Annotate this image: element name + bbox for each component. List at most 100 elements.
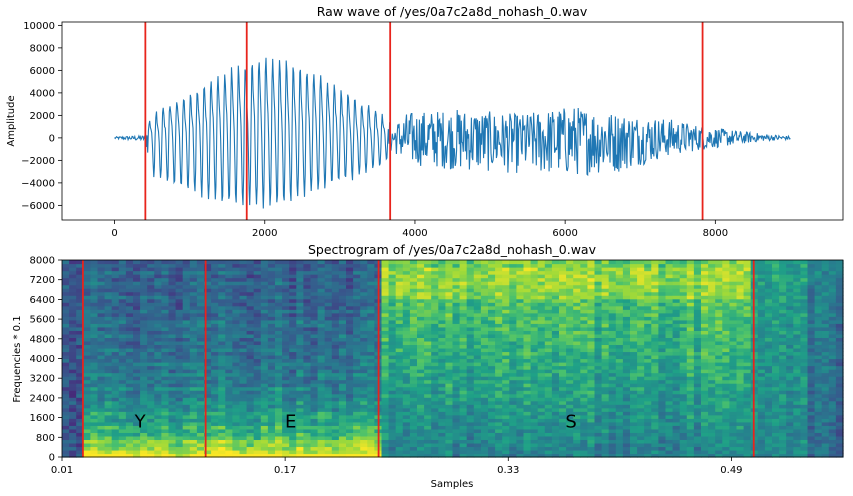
- spectrogram-cell: [289, 344, 297, 349]
- spectrogram-cell: [303, 393, 312, 398]
- spectrogram-cell: [90, 435, 99, 441]
- spectrogram-cell: [409, 298, 418, 303]
- spectrogram-cell: [76, 337, 84, 342]
- spectrogram-cell: [573, 369, 581, 374]
- spectrogram-cell: [672, 435, 681, 441]
- spectrogram-cell: [282, 425, 290, 430]
- spectrogram-cell: [253, 400, 262, 405]
- spectrogram-cell: [353, 347, 361, 353]
- spectrogram-cell: [388, 379, 397, 384]
- spectrogram-cell: [204, 330, 212, 335]
- spectrogram-cell: [587, 270, 596, 275]
- spectrogram-cell: [147, 400, 155, 405]
- spectrogram-cell: [608, 340, 617, 346]
- spectrogram-cell: [140, 340, 148, 346]
- spectrogram-cell: [509, 277, 517, 282]
- spectrogram-cell: [417, 260, 425, 265]
- spectrogram-cell: [83, 270, 91, 275]
- spectrogram-cell: [495, 397, 503, 402]
- spectrogram-cell: [580, 428, 588, 433]
- spectrogram-cell: [260, 270, 269, 275]
- spectrogram-cell: [310, 442, 319, 448]
- spectrogram-cell: [594, 393, 603, 398]
- spectrogram-cell: [232, 453, 241, 458]
- spectrogram-cell: [551, 288, 560, 293]
- spectrogram-cell: [480, 362, 489, 367]
- spectrogram-cell: [473, 305, 482, 310]
- spectrogram-cell: [154, 397, 162, 402]
- spectrogram-cell: [580, 421, 588, 426]
- spectrogram-cell: [324, 284, 333, 289]
- spectrogram-cell: [544, 390, 553, 395]
- spectrogram-cell: [104, 414, 113, 419]
- spectrogram-cell: [637, 365, 645, 370]
- spectrogram-cell: [367, 435, 375, 441]
- spectrogram-cell: [104, 302, 113, 307]
- spectrogram-cell: [480, 263, 489, 268]
- spectrogram-cell: [97, 319, 106, 324]
- spectrogram-cell: [630, 267, 638, 272]
- spectrogram-cell: [502, 421, 510, 426]
- spectrogram-cell: [651, 333, 659, 338]
- spectrogram-cell: [530, 354, 539, 360]
- spectrogram-cell: [466, 291, 475, 296]
- spectrogram-cell: [275, 400, 283, 405]
- spectrogram-cell: [417, 270, 425, 275]
- spectrogram-cell: [587, 414, 596, 419]
- spectrogram-cell: [253, 284, 262, 289]
- spectrogram-cell: [267, 270, 276, 275]
- spectrogram-cell: [488, 281, 496, 286]
- spectrogram-cell: [395, 281, 404, 286]
- spectrogram-cell: [438, 407, 446, 412]
- spectrogram-cell: [559, 414, 567, 419]
- spectrogram-cell: [580, 351, 588, 356]
- spectrogram-cell: [76, 263, 84, 268]
- spectrogram-cell: [204, 298, 212, 303]
- spectrogram-cell: [338, 319, 347, 324]
- spectrogram-cell: [189, 369, 198, 374]
- spectrogram-cell: [622, 281, 631, 286]
- spectrogram-cell: [644, 312, 652, 317]
- spectrogram-cell: [211, 330, 219, 335]
- spectrogram-cell: [218, 344, 226, 349]
- spectrogram-cell: [580, 354, 588, 360]
- spectrogram-cell: [502, 333, 510, 338]
- spectrogram-cell: [544, 302, 553, 307]
- spectrogram-cell: [509, 379, 517, 384]
- spectrogram-cell: [111, 330, 120, 335]
- spectrogram-cell: [395, 312, 404, 317]
- spectrogram-cell: [459, 326, 468, 331]
- spectrogram-cell: [253, 449, 262, 455]
- spectrogram-cell: [239, 383, 248, 388]
- spectrogram-cell: [566, 404, 574, 409]
- spectrogram-cell: [90, 312, 99, 317]
- spectrogram-cell: [559, 432, 567, 437]
- spectrogram-cell: [104, 333, 113, 338]
- spectrogram-cell: [296, 369, 304, 374]
- spectrogram-cell: [118, 376, 127, 381]
- spectrogram-cell: [445, 435, 454, 441]
- spectrogram-cell: [537, 295, 546, 300]
- spectrogram-cell: [537, 351, 546, 356]
- spectrogram-cell: [324, 358, 333, 363]
- spectrogram-cell: [232, 344, 241, 349]
- spectrogram-cell: [402, 344, 411, 349]
- spectrogram-cell: [289, 393, 297, 398]
- spectrogram-cell: [211, 284, 219, 289]
- spectrogram-cell: [665, 347, 674, 353]
- spectrogram-cell: [395, 397, 404, 402]
- spectrogram-cell: [282, 295, 290, 300]
- spectrogram-cell: [90, 298, 99, 303]
- spectrogram-cell: [395, 323, 404, 328]
- spectrogram-cell: [594, 376, 603, 381]
- spectrogram-cell: [360, 411, 368, 416]
- spectrogram-cell: [537, 354, 546, 360]
- spectrogram-cell: [239, 340, 248, 346]
- spectrogram-cell: [637, 295, 645, 300]
- spectrogram-cell: [509, 383, 517, 388]
- spectrogram-cell: [622, 340, 631, 346]
- spectrogram-cell: [566, 379, 574, 384]
- spectrogram-cell: [310, 369, 319, 374]
- spectrogram-cell: [182, 369, 191, 374]
- spectrogram-cell: [324, 309, 333, 314]
